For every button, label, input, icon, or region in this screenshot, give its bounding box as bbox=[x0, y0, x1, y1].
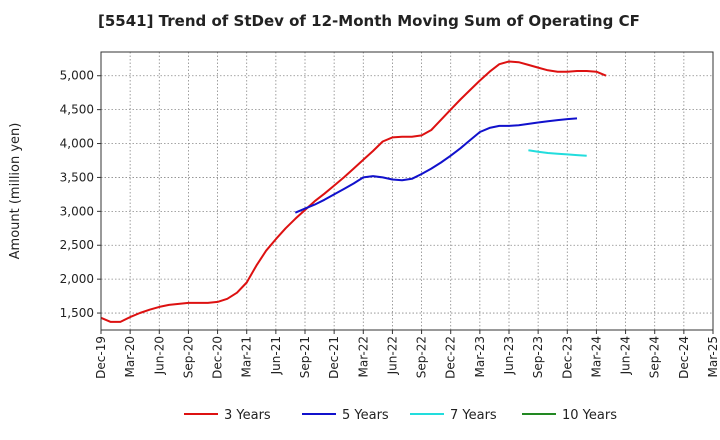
x-tick-label: Dec-24 bbox=[677, 336, 691, 379]
y-tick-label: 3,500 bbox=[60, 170, 94, 184]
x-tick-label: Dec-19 bbox=[94, 336, 108, 379]
x-tick-label: Sep-21 bbox=[298, 336, 312, 378]
y-tick-label: 3,000 bbox=[60, 204, 94, 218]
y-tick-label: 2,000 bbox=[60, 272, 94, 286]
series-line-5-years bbox=[294, 117, 578, 214]
grid-layer bbox=[100, 52, 714, 330]
chart-title: [5541] Trend of StDev of 12-Month Moving… bbox=[98, 12, 640, 30]
axis-layer: 1,500 2,000 2,500 3,000 3,500 4,000 4,500 5,000… bbox=[8, 51, 720, 379]
x-tick-label: Dec-20 bbox=[211, 336, 225, 379]
y-tick-label: 5,000 bbox=[60, 69, 94, 83]
x-tick-label: Dec-22 bbox=[444, 336, 458, 379]
x-tick-label: Mar-25 bbox=[706, 336, 720, 377]
series-line-3-years bbox=[100, 60, 607, 323]
y-tick-label: 4,000 bbox=[60, 137, 94, 151]
x-tick-label: Jun-23 bbox=[502, 336, 516, 375]
x-tick-label: Mar-23 bbox=[473, 336, 487, 377]
x-tick-label: Mar-22 bbox=[356, 336, 370, 377]
legend-label-10-years: 10 Years bbox=[562, 408, 617, 423]
legend-label-7-years: 7 Years bbox=[450, 408, 497, 423]
y-axis-label: Amount (million yen) bbox=[8, 123, 23, 260]
x-tick-label: Sep-22 bbox=[415, 336, 429, 378]
x-tick-label: Jun-22 bbox=[385, 336, 399, 375]
x-tick-label: Mar-21 bbox=[240, 336, 254, 377]
y-tick-label: 1,500 bbox=[60, 306, 94, 320]
x-tick-label: Dec-21 bbox=[327, 336, 341, 379]
y-tick-label: 2,500 bbox=[60, 238, 94, 252]
series-line-7-years bbox=[528, 149, 587, 157]
x-tick-label: Sep-24 bbox=[648, 336, 662, 378]
x-tick-label: Sep-23 bbox=[531, 336, 545, 378]
legend-label-3-years: 3 Years bbox=[224, 408, 271, 423]
legend-label-5-years: 5 Years bbox=[342, 408, 389, 423]
x-tick-label: Jun-20 bbox=[152, 336, 166, 375]
x-tick-label: Jun-21 bbox=[269, 336, 283, 375]
plot-area bbox=[101, 52, 713, 330]
y-tick-label: 4,500 bbox=[60, 103, 94, 117]
x-tick-label: Mar-20 bbox=[123, 336, 137, 377]
series-layer bbox=[100, 60, 607, 323]
legend-layer: 3 Years 5 Years 7 Years 10 Years bbox=[184, 408, 617, 423]
x-tick-label: Sep-20 bbox=[181, 336, 195, 378]
x-tick-label: Dec-23 bbox=[560, 336, 574, 379]
x-tick-label: Jun-24 bbox=[619, 336, 633, 375]
plot-frame bbox=[100, 51, 714, 331]
x-tick-label: Mar-24 bbox=[589, 336, 603, 377]
